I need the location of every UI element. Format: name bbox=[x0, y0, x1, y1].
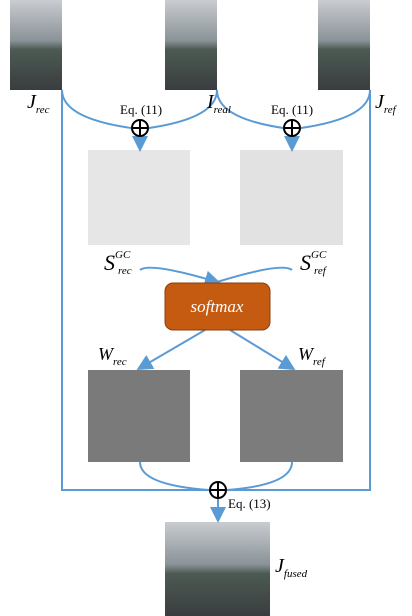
label-part: real bbox=[214, 104, 231, 116]
label-part: rec bbox=[118, 265, 132, 277]
label-part: rec bbox=[36, 104, 50, 116]
arrow bbox=[140, 330, 205, 368]
label-s-rec: SGC rec bbox=[104, 249, 132, 277]
weight-map-rec bbox=[88, 370, 190, 462]
label-part: rec bbox=[113, 356, 127, 368]
label-part: ref bbox=[384, 104, 398, 116]
arrow bbox=[230, 330, 292, 368]
label-part: GC bbox=[311, 249, 327, 261]
label-part: S bbox=[104, 250, 115, 275]
label-j-fused: Jfused bbox=[275, 555, 308, 580]
label-part: S bbox=[300, 250, 311, 275]
label-w-rec: Wrec bbox=[98, 344, 127, 368]
softmax-label: softmax bbox=[191, 297, 244, 316]
eq-label: Eq. (11) bbox=[271, 102, 313, 117]
similarity-map-rec bbox=[88, 150, 190, 245]
connector bbox=[140, 462, 209, 490]
eq-label: Eq. (13) bbox=[228, 496, 271, 511]
image-fused bbox=[165, 522, 270, 616]
label-part: fused bbox=[284, 568, 308, 580]
label-j-rec: Jrec bbox=[27, 91, 50, 116]
label-j-ref: Jref bbox=[375, 91, 398, 116]
label-part: ref bbox=[313, 356, 327, 368]
image-ref bbox=[318, 0, 370, 90]
arrow bbox=[140, 268, 217, 282]
label-s-ref: SGC ref bbox=[300, 249, 328, 277]
image-rec bbox=[10, 0, 62, 90]
label-w-ref: Wref bbox=[298, 344, 327, 368]
similarity-map-ref bbox=[240, 150, 343, 245]
eq-label: Eq. (11) bbox=[120, 102, 162, 117]
connector bbox=[217, 268, 292, 282]
connector bbox=[227, 462, 292, 490]
weight-map-ref bbox=[240, 370, 343, 462]
diagram: softmax Eq. (11) Eq. (11) Eq. (13) Jrec … bbox=[0, 0, 412, 616]
label-part: ref bbox=[314, 265, 328, 277]
label-part: GC bbox=[115, 249, 131, 261]
image-real bbox=[165, 0, 217, 90]
